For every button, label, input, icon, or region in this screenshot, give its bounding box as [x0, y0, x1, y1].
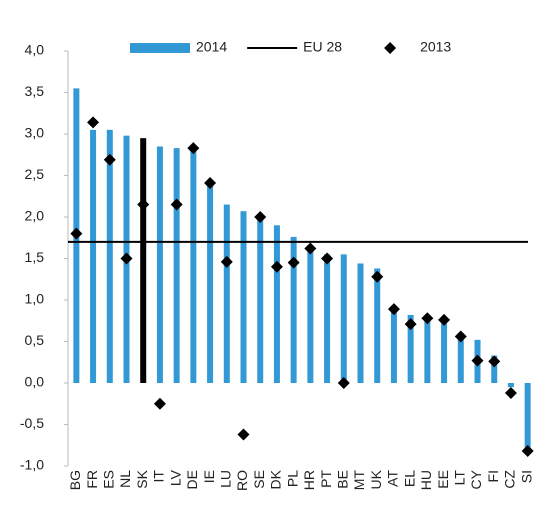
marker	[204, 176, 217, 189]
marker	[337, 377, 350, 389]
x-tick-label: LU	[217, 470, 233, 488]
legend-label: EU 28	[303, 39, 342, 55]
legend-label: 2014	[196, 39, 227, 55]
bar	[307, 246, 314, 383]
bar	[90, 129, 97, 383]
x-tick-label: IE	[201, 470, 217, 483]
bar	[240, 211, 247, 383]
marker	[488, 355, 501, 368]
x-tick-label: UK	[368, 469, 384, 489]
y-tick-label: 2,5	[25, 166, 45, 182]
x-tick-label: SI	[518, 470, 534, 483]
x-tick-label: AT	[385, 470, 401, 487]
marker	[454, 330, 467, 343]
bar	[441, 323, 448, 383]
marker	[371, 270, 384, 283]
x-tick-label: NL	[117, 470, 133, 488]
bar	[374, 268, 381, 383]
y-tick-label: 0,5	[25, 332, 45, 348]
bar	[340, 254, 347, 383]
marker	[137, 198, 150, 211]
marker	[504, 386, 517, 399]
y-tick-label: 4,0	[25, 42, 45, 58]
x-tick-label: DK	[268, 469, 284, 489]
marker	[287, 256, 300, 269]
legend-swatch	[384, 42, 397, 54]
marker	[321, 252, 334, 265]
y-tick-label: 3,0	[25, 125, 45, 141]
bar	[407, 314, 414, 383]
marker	[220, 255, 233, 268]
marker	[387, 303, 400, 316]
y-tick-label: 1,0	[25, 291, 45, 307]
y-tick-label: -0,5	[20, 415, 44, 431]
x-tick-label: BE	[334, 470, 350, 489]
marker	[421, 312, 434, 325]
bar	[457, 333, 464, 383]
x-tick-label: EL	[401, 470, 417, 487]
marker	[70, 227, 83, 240]
marker	[87, 116, 100, 129]
x-tick-label: LV	[167, 469, 183, 486]
bar	[290, 236, 297, 383]
bar	[223, 204, 230, 383]
marker	[187, 142, 200, 155]
x-tick-label: RO	[234, 470, 250, 491]
marker	[438, 313, 451, 326]
bar	[357, 263, 364, 383]
x-tick-label: DE	[184, 470, 200, 489]
y-tick-label: 0,0	[25, 374, 45, 390]
x-tick-label: FI	[485, 470, 501, 482]
x-tick-label: CY	[468, 469, 484, 489]
marker	[237, 428, 250, 441]
marker	[120, 252, 133, 265]
bar	[173, 148, 180, 383]
marker	[254, 211, 267, 223]
x-tick-label: ES	[100, 470, 116, 489]
x-tick-label: SE	[251, 470, 267, 489]
legend-label: 2013	[420, 39, 451, 55]
bar	[190, 146, 197, 383]
x-tick-label: CZ	[502, 470, 518, 489]
marker	[153, 397, 166, 410]
x-tick-label: MT	[351, 470, 367, 491]
bar	[424, 316, 431, 383]
x-tick-label: PT	[318, 470, 334, 488]
x-tick-label: LT	[451, 470, 467, 486]
bar	[273, 225, 280, 383]
bar	[390, 305, 397, 383]
bar	[324, 254, 331, 383]
x-tick-label: BG	[67, 470, 83, 490]
bar	[507, 383, 514, 388]
bar	[106, 129, 113, 383]
y-tick-label: 2,0	[25, 208, 45, 224]
marker	[521, 445, 534, 458]
y-tick-label: 3,5	[25, 83, 45, 99]
x-tick-label: HU	[418, 470, 434, 490]
legend-swatch	[130, 43, 190, 53]
bar	[491, 355, 498, 383]
marker	[304, 242, 317, 255]
marker	[103, 153, 116, 166]
bar	[207, 183, 214, 383]
y-tick-label: -1,0	[20, 457, 44, 473]
bar	[524, 383, 531, 450]
x-tick-label: EE	[435, 470, 451, 489]
bar	[140, 138, 147, 383]
x-tick-label: HR	[301, 470, 317, 490]
bar	[156, 146, 163, 383]
bar	[257, 217, 264, 383]
x-tick-label: FR	[84, 470, 100, 489]
marker	[471, 354, 484, 367]
marker	[170, 198, 183, 211]
y-tick-label: 1,5	[25, 249, 45, 265]
marker	[270, 260, 283, 273]
marker	[404, 318, 417, 331]
x-tick-label: PL	[284, 470, 300, 487]
x-tick-label: SK	[134, 469, 150, 488]
x-tick-label: IT	[151, 470, 167, 483]
